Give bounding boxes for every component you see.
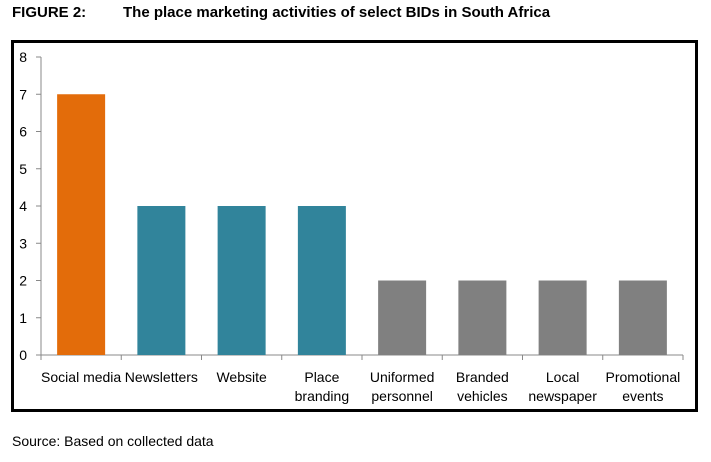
y-tick-label: 4	[19, 198, 27, 214]
x-category-label: vehicles	[457, 388, 508, 404]
y-tick-label: 3	[19, 235, 27, 251]
source-note: Source: Based on collected data	[12, 433, 214, 449]
x-category-label: Social media	[41, 369, 121, 385]
x-category-label: Uniformed	[370, 369, 435, 385]
x-category-label: Newsletters	[125, 369, 198, 385]
x-category-label: newspaper	[528, 388, 597, 404]
bar	[618, 280, 667, 355]
y-tick-label: 0	[19, 347, 27, 363]
bar	[378, 280, 427, 355]
x-category-label: branding	[295, 388, 350, 404]
x-category-label: Website	[216, 369, 267, 385]
x-category-label: Place	[304, 369, 339, 385]
figure-title: The place marketing activities of select…	[123, 4, 551, 21]
y-tick-label: 2	[19, 273, 27, 289]
x-category-label: Local	[546, 369, 579, 385]
bar	[57, 94, 106, 355]
figure-label: FIGURE 2:	[12, 4, 87, 21]
y-tick-label: 5	[19, 161, 27, 177]
bar	[538, 280, 587, 355]
bar	[458, 280, 507, 355]
bar	[217, 206, 266, 355]
y-tick-label: 7	[19, 86, 27, 102]
bar	[297, 206, 346, 355]
x-category-label: Promotional	[606, 369, 681, 385]
figure-header: FIGURE 2: The place marketing activities …	[12, 4, 550, 24]
x-category-label: events	[622, 388, 663, 404]
bar	[137, 206, 186, 355]
y-tick-label: 1	[19, 310, 27, 326]
x-category-label: Branded	[456, 369, 509, 385]
y-tick-label: 6	[19, 124, 27, 140]
y-tick-label: 8	[19, 49, 27, 65]
x-category-label: personnel	[371, 388, 433, 404]
